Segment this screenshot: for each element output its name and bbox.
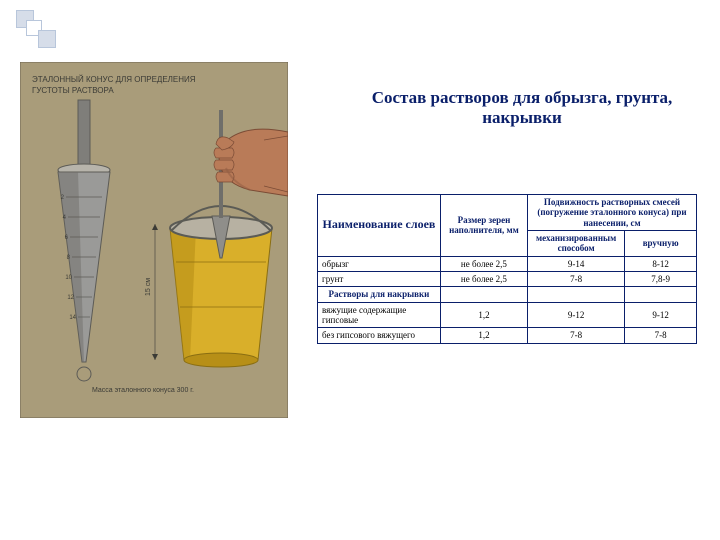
title-text: Состав растворов для обрызга, грунта, на…: [372, 88, 673, 127]
svg-text:10: 10: [65, 275, 72, 281]
svg-text:14: 14: [69, 315, 76, 321]
col-name: Наименование слоев: [318, 195, 441, 257]
reference-cone-illustration: ЭТАЛОННЫЙ КОНУС ДЛЯ ОПРЕДЕЛЕНИЯ ГУСТОТЫ …: [20, 62, 288, 418]
page-title: Состав растворов для обрызга, грунта, на…: [332, 88, 712, 128]
illus-caption-line2: ГУСТОТЫ РАСТВОРА: [32, 86, 114, 95]
svg-text:Масса эталонного конуса 300 г.: Масса эталонного конуса 300 г.: [92, 387, 194, 394]
illus-caption-line1: ЭТАЛОННЫЙ КОНУС ДЛЯ ОПРЕДЕЛЕНИЯ: [32, 75, 196, 84]
table-row: грунтне более 2,57-87,8-9: [318, 272, 697, 287]
table-row: без гипсового вяжущего1,27-87-8: [318, 328, 697, 343]
col-mobility: Подвижность растворных смесей (погружени…: [527, 195, 696, 231]
mortar-composition-table: Наименование слоевРазмер зерен наполните…: [317, 194, 697, 344]
table-section-row: Растворы для накрывки: [318, 287, 697, 302]
svg-text:12: 12: [67, 295, 74, 301]
col-manual: вручную: [625, 231, 697, 257]
table-row: вяжущие содержащие гипсовые1,29-129-12: [318, 302, 697, 328]
col-mechanized: механизированным способом: [527, 231, 624, 257]
svg-text:15 см: 15 см: [145, 278, 152, 296]
table-row: обрызгне более 2,59-148-12: [318, 256, 697, 271]
col-grain-size: Размер зерен наполнителя, мм: [440, 195, 527, 257]
